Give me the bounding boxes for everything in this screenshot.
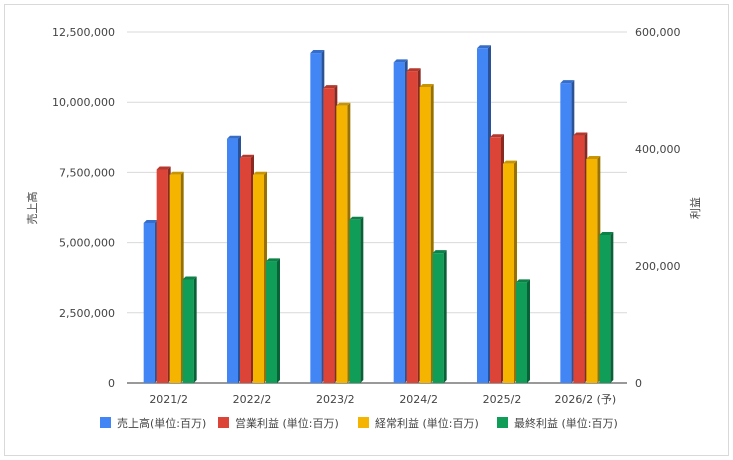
bar (143, 222, 155, 383)
y-right-tick-label: 600,000 (635, 26, 681, 39)
y-right-axis-title: 利益 (688, 197, 702, 219)
bar (240, 157, 251, 383)
bar-top (516, 279, 530, 283)
bar (586, 158, 598, 383)
bar-top (323, 85, 338, 89)
y-left-tick-label: 5,000,000 (59, 237, 115, 250)
bar (182, 279, 194, 383)
x-tick-label: 2026/2 (予) (554, 393, 616, 406)
bar-top (586, 155, 601, 159)
bar (477, 48, 488, 383)
bar (253, 174, 264, 383)
bar (419, 86, 431, 384)
bar-side (527, 279, 530, 383)
y-left-tick-label: 7,500,000 (59, 166, 115, 179)
x-tick-label: 2025/2 (483, 393, 522, 406)
legend-label: 経常利益 (単位:百万) (375, 416, 479, 430)
bar (227, 138, 238, 383)
bar-side (193, 276, 197, 383)
bar (560, 83, 572, 384)
y-left-tick-label: 10,000,000 (52, 96, 115, 109)
y-left-tick-label: 0 (108, 377, 115, 390)
bar (266, 261, 277, 383)
legend-label: 営業利益 (単位:百万) (235, 416, 339, 430)
y-right-tick-label: 200,000 (635, 260, 681, 273)
bar-top (490, 134, 504, 138)
bar-side (443, 250, 447, 383)
bar-side (610, 231, 614, 383)
bar (169, 174, 181, 383)
bar-top (240, 154, 254, 158)
bar-top (419, 83, 434, 87)
bar-top (143, 219, 158, 223)
bar (323, 88, 335, 383)
y-right-tick-label: 400,000 (635, 143, 681, 156)
bar-top (432, 250, 447, 254)
bar (393, 62, 405, 383)
legend-swatch (497, 417, 508, 428)
y-left-tick-label: 12,500,000 (52, 26, 115, 39)
bar-top (227, 135, 241, 139)
bar-top (266, 258, 280, 262)
bar (490, 137, 501, 383)
x-tick-label: 2024/2 (399, 393, 438, 406)
bar (432, 253, 444, 383)
bar-top (253, 171, 267, 175)
bar-top (310, 50, 325, 54)
bar (406, 71, 418, 383)
bar (336, 105, 348, 384)
legend-swatch (100, 417, 111, 428)
bar-side (277, 258, 280, 383)
bar-top (156, 166, 171, 170)
bar-top (560, 80, 575, 84)
y-left-axis-title: 売上高 (25, 192, 39, 225)
bar-top (406, 68, 421, 72)
bar-top (573, 132, 588, 136)
y-right-tick-label: 0 (635, 377, 642, 390)
bar (156, 169, 168, 383)
bar (599, 234, 611, 383)
bar-top (393, 59, 408, 63)
legend-swatch (358, 417, 369, 428)
bar (349, 219, 361, 383)
bar (310, 53, 322, 384)
bar (573, 135, 585, 383)
bar (503, 163, 514, 383)
legend-swatch (218, 417, 229, 428)
bar-top (349, 216, 364, 220)
legend-label: 売上高(単位:百万) (117, 416, 206, 430)
bar-top (599, 231, 614, 235)
bar-top (169, 171, 184, 175)
bar (516, 282, 527, 383)
bar-top (182, 276, 197, 280)
legend-label: 最終利益 (単位:百万) (514, 416, 618, 430)
x-tick-label: 2023/2 (316, 393, 355, 406)
bar-side (360, 216, 364, 383)
y-left-tick-label: 2,500,000 (59, 307, 115, 320)
x-tick-label: 2021/2 (149, 393, 188, 406)
x-tick-label: 2022/2 (233, 393, 272, 406)
bar-top (336, 102, 351, 106)
bar-top (477, 45, 491, 49)
bar-top (503, 160, 517, 164)
